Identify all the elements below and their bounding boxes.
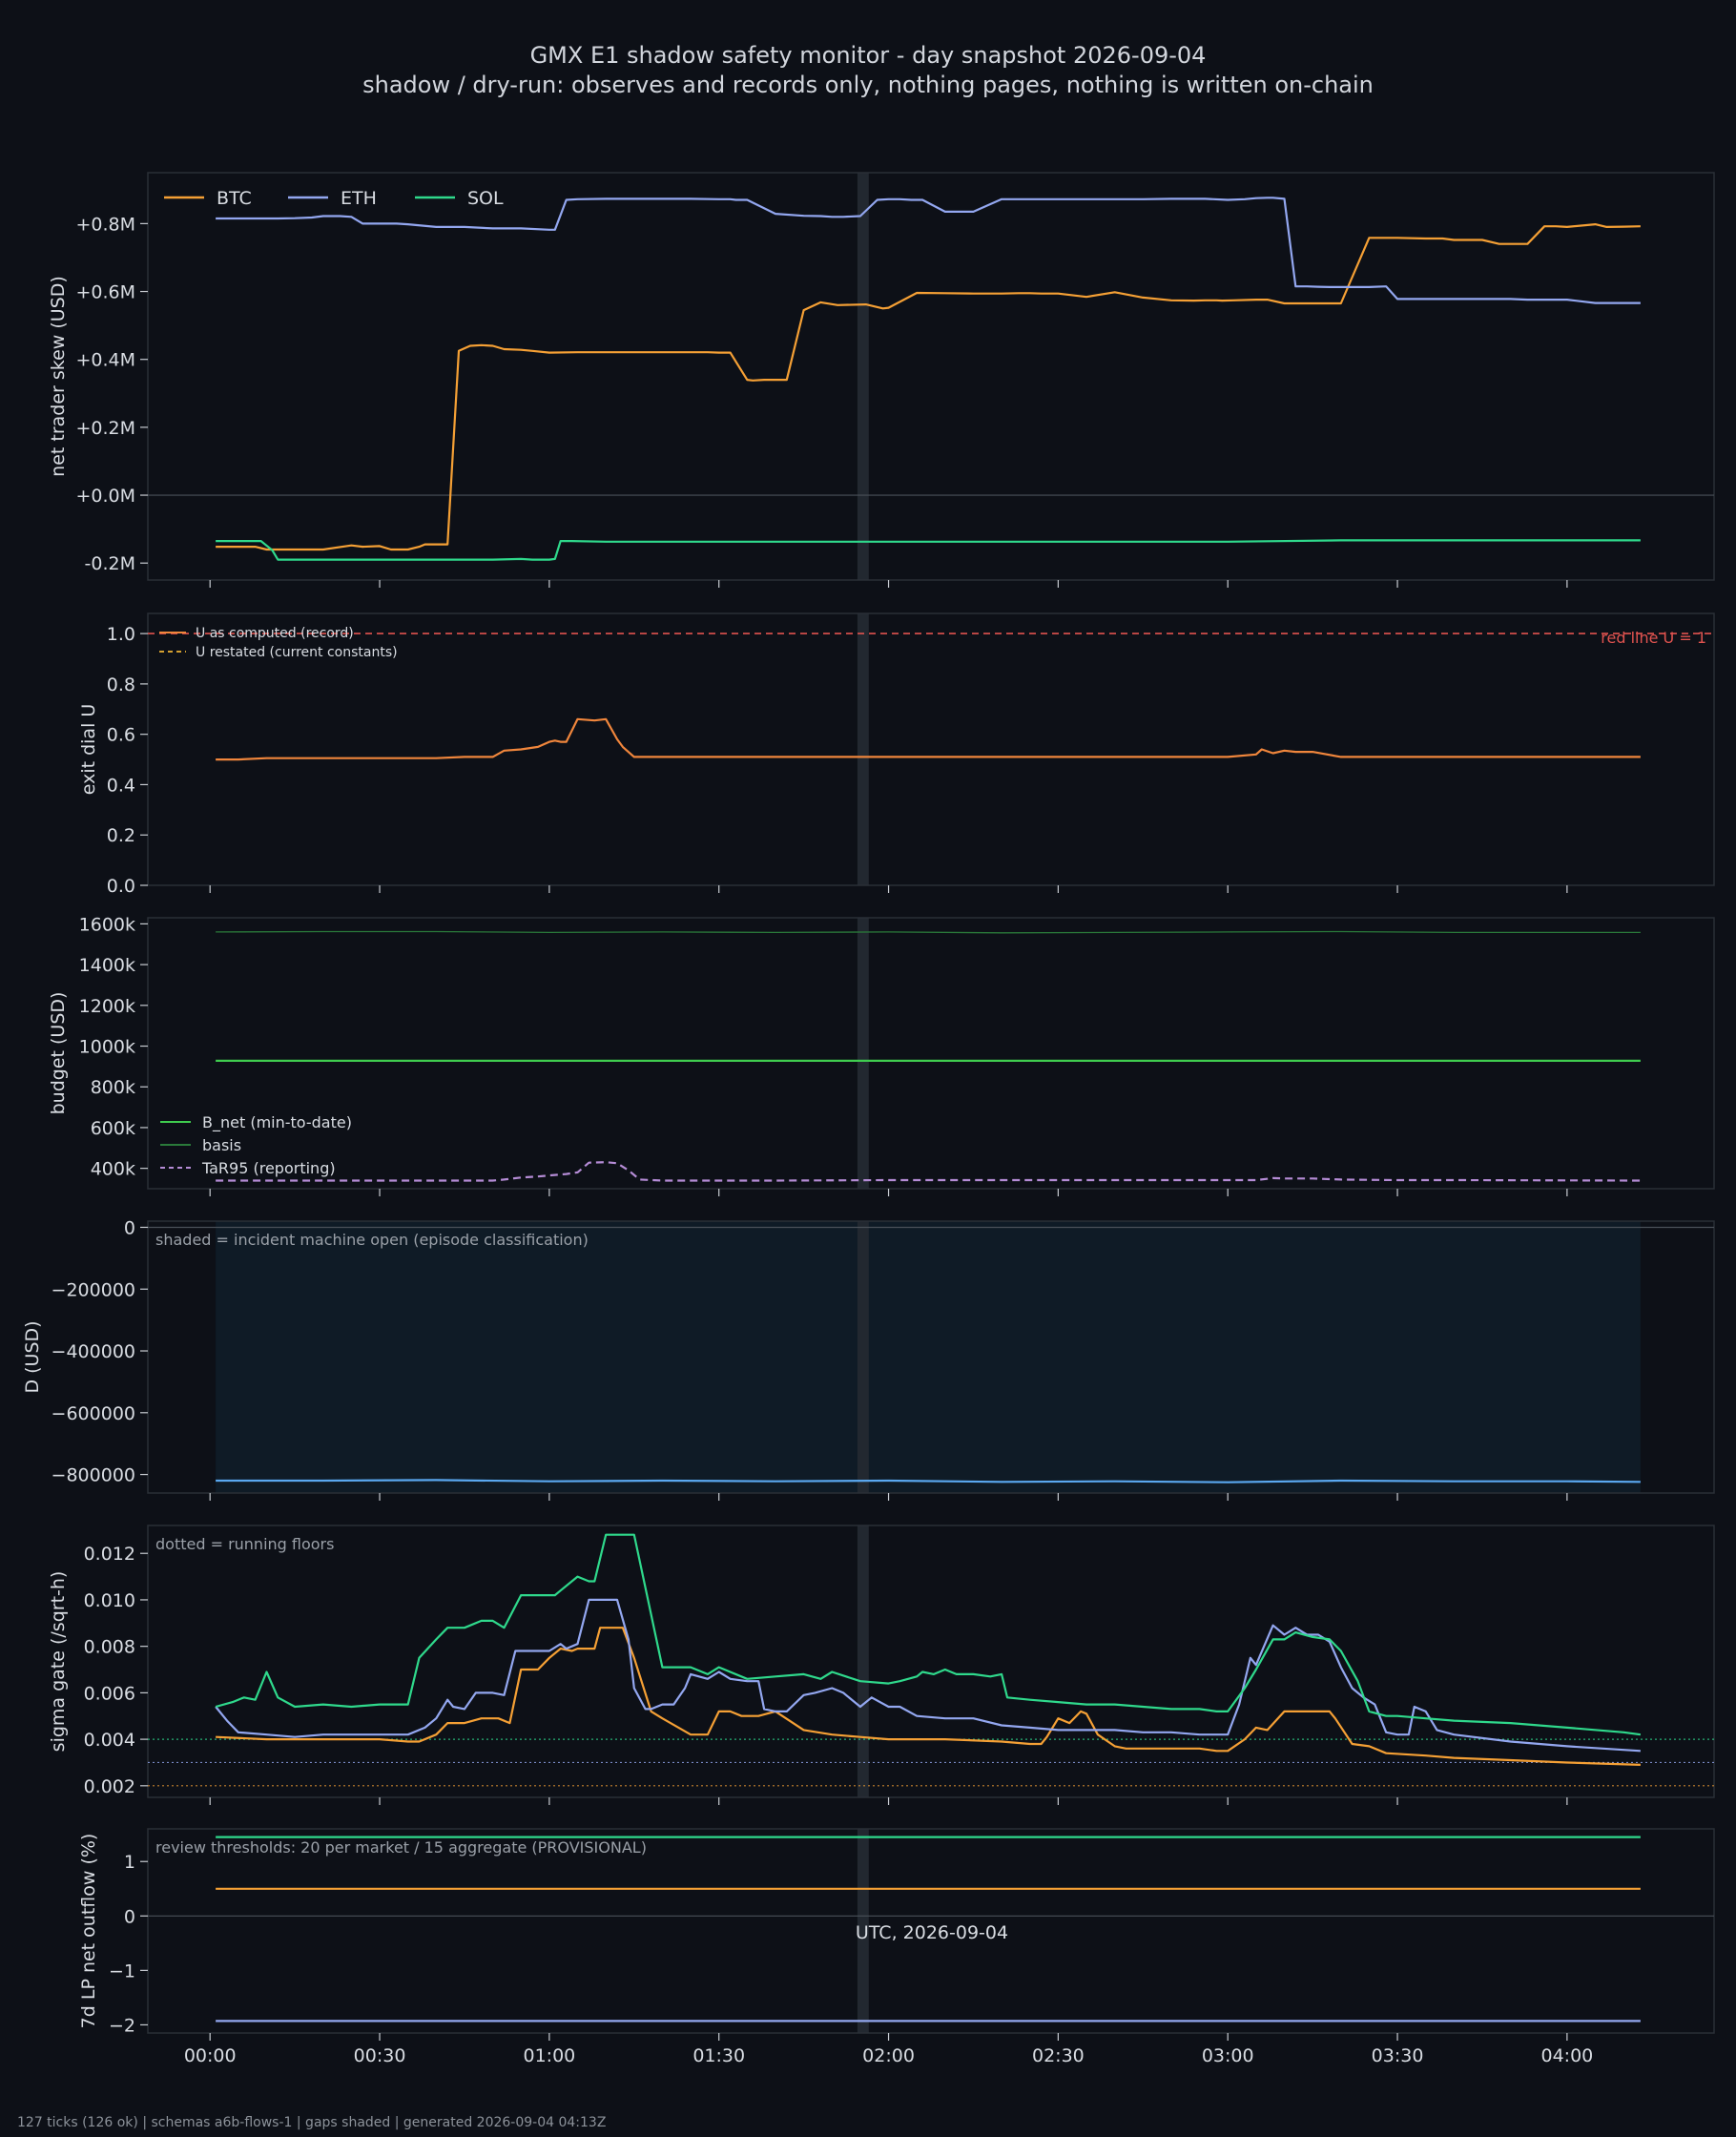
- panel-drawdown: 0 −200000 −400000 −600000 −800000 D (USD) shad…: [22, 1217, 1715, 1501]
- x-tick-label: 02:00: [862, 2045, 915, 2066]
- series-line-btc: [216, 1627, 1641, 1766]
- panels: -0.2M +0.0M +0.2M +0.4M +0.6M +0.8M net trader…: [22, 172, 1715, 2066]
- y-tick-label: 0: [124, 1217, 135, 1238]
- series-line-btc: [216, 223, 1641, 551]
- y-tick-label: 0.012: [84, 1544, 135, 1565]
- y-tick-label: +0.2M: [75, 418, 135, 439]
- red-line-annotation: red line U = 1: [1601, 629, 1706, 647]
- y-tick-label: 1000k: [79, 1037, 135, 1058]
- series-line-d: [216, 1479, 1641, 1483]
- panel-frame: [147, 1525, 1715, 1798]
- figure-title: GMX E1 shadow safety monitor - day snaps…: [530, 42, 1207, 69]
- y-tick-label: −800000: [52, 1465, 135, 1486]
- legend-entry: SOL: [467, 188, 504, 209]
- y-tick-label: 1400k: [79, 955, 135, 976]
- y-tick-label: 600k: [91, 1118, 135, 1139]
- panel-frame: [147, 1220, 1715, 1494]
- y-tick-label: 1: [124, 1852, 135, 1873]
- legend-entry: BTC: [217, 188, 252, 209]
- data-gap-band: [857, 173, 869, 580]
- legend-entry: ETH: [341, 188, 377, 209]
- y-tick-label: 0.2: [107, 825, 135, 846]
- series-line-basis: [216, 930, 1641, 934]
- panel-frame: [147, 172, 1715, 581]
- data-gap-band: [857, 613, 869, 885]
- panel-lp-outflow: −2 −1 0 1 00:00 00:30 01:00 01:30 02:00 02:30 03:0…: [78, 1828, 1715, 2066]
- y-tick-label: +0.8M: [75, 214, 135, 235]
- panel-annotation: review thresholds: 20 per market / 15 ag…: [155, 1838, 647, 1857]
- legend-entry: U restated (current constants): [196, 645, 398, 660]
- y-tick-label: 800k: [91, 1077, 135, 1098]
- y-tick-label: 0.6: [107, 725, 135, 746]
- data-gap-band: [857, 1221, 869, 1493]
- data-gap-band: [857, 1525, 869, 1797]
- x-tick-label: 02:30: [1032, 2045, 1085, 2066]
- y-tick-label: 0.002: [84, 1776, 135, 1797]
- series-line-eth: [215, 1598, 1641, 1753]
- y-tick-label: 0.8: [107, 674, 135, 695]
- y-tick-label: 400k: [91, 1159, 135, 1180]
- panel-frame: [147, 1828, 1715, 2034]
- panel-annotation: dotted = running floors: [155, 1535, 334, 1553]
- legend-entry: U as computed (record): [196, 626, 354, 641]
- y-tick-label: 0.010: [84, 1590, 135, 1611]
- y-axis-label: sigma gate (/sqrt-h): [48, 1571, 69, 1753]
- panel-annotation: shaded = incident machine open (episode …: [155, 1231, 589, 1249]
- panel-exit-dial: 0.0 0.2 0.4 0.6 0.8 1.0 exit dial U red line U …: [78, 612, 1715, 897]
- footer-status: 127 ticks (126 ok) | schemas a6b-flows-1…: [17, 2115, 606, 2130]
- y-tick-label: 0.4: [107, 775, 135, 796]
- y-tick-label: +0.0M: [75, 486, 135, 507]
- panel-sigma: 0.002 0.004 0.006 0.008 0.010 0.012 sigma gate…: [48, 1525, 1715, 1805]
- y-tick-label: −2: [109, 2015, 135, 2036]
- y-tick-label: 0: [124, 1906, 135, 1927]
- y-tick-label: −400000: [52, 1341, 135, 1362]
- x-axis-label: UTC, 2026-09-04: [856, 1922, 1008, 1943]
- incident-shade: [216, 1221, 1641, 1493]
- x-tick-label: 04:00: [1540, 2045, 1593, 2066]
- panel-frame: [147, 612, 1715, 886]
- series-line-eth: [216, 197, 1641, 304]
- y-axis-label: 7d LP net outflow (%): [78, 1834, 99, 2029]
- panel-skew: -0.2M +0.0M +0.2M +0.4M +0.6M +0.8M net trader…: [48, 172, 1715, 588]
- y-axis-label: exit dial U: [78, 704, 99, 796]
- y-tick-label: 0.004: [84, 1730, 135, 1751]
- y-axis-label: budget (USD): [48, 992, 69, 1115]
- x-tick-label: 01:00: [523, 2045, 575, 2066]
- y-tick-label: +0.4M: [75, 350, 135, 371]
- x-tick-label: 03:30: [1372, 2045, 1424, 2066]
- series-line-sol: [216, 539, 1641, 561]
- x-tick-label: 00:30: [354, 2045, 406, 2066]
- series-line-sol: [215, 1533, 1642, 1736]
- data-gap-band: [857, 1829, 869, 2033]
- y-tick-label: 0.0: [107, 876, 135, 897]
- y-tick-label: 1200k: [79, 996, 135, 1017]
- y-tick-label: 1600k: [79, 914, 135, 935]
- panel-frame: [147, 917, 1715, 1190]
- series-line-tar95-reporting: [216, 1161, 1641, 1182]
- series-line-u-as-computed-record: [216, 717, 1641, 761]
- y-tick-label: 1.0: [107, 624, 135, 645]
- y-axis-label: net trader skew (USD): [48, 276, 69, 477]
- y-axis-label: D (USD): [22, 1320, 43, 1393]
- panel-budget: 400k 600k 800k 1000k 1200k 1400k 1600k budget (…: [48, 914, 1715, 1196]
- y-tick-label: 0.006: [84, 1683, 135, 1704]
- y-tick-label: −600000: [52, 1403, 135, 1424]
- x-tick-label: 00:00: [184, 2045, 237, 2066]
- data-gap-band: [857, 918, 869, 1189]
- legend-entry: basis: [202, 1136, 241, 1154]
- legend-entry: TaR95 (reporting): [201, 1159, 336, 1177]
- legend-entry: B_net (min-to-date): [202, 1113, 352, 1132]
- y-tick-label: +0.6M: [75, 282, 135, 303]
- y-tick-label: −200000: [52, 1279, 135, 1300]
- figure-subtitle: shadow / dry-run: observes and records o…: [362, 72, 1374, 98]
- y-tick-label: 0.008: [84, 1637, 135, 1658]
- x-tick-label: 03:00: [1202, 2045, 1254, 2066]
- y-tick-label: −1: [109, 1961, 135, 1981]
- y-tick-label: -0.2M: [85, 553, 135, 574]
- x-tick-label: 01:30: [692, 2045, 745, 2066]
